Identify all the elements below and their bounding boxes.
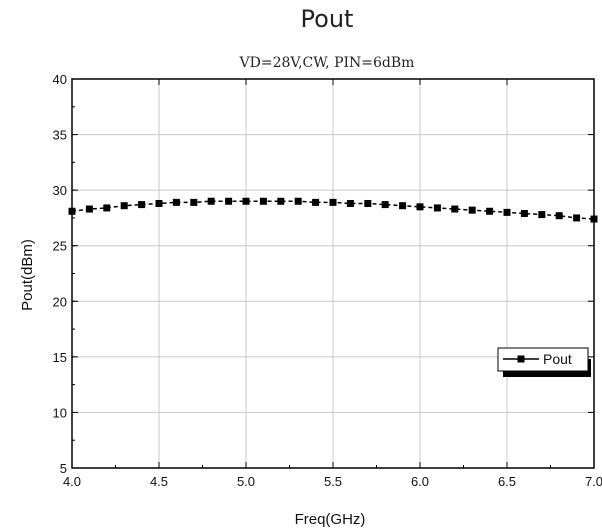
- data-point: [573, 214, 581, 222]
- data-point: [451, 205, 459, 213]
- data-point: [190, 198, 198, 206]
- data-point: [138, 201, 146, 209]
- x-axis-title: Freq(GHz): [295, 511, 366, 528]
- data-point: [120, 202, 128, 210]
- data-point: [590, 215, 598, 223]
- data-point: [486, 207, 494, 215]
- y-tick-label: 5: [60, 461, 67, 476]
- grid: [72, 79, 594, 468]
- data-point: [503, 208, 511, 216]
- data-point: [103, 204, 111, 212]
- x-tick-label: 7.0: [585, 474, 602, 489]
- data-point: [242, 197, 250, 205]
- legend-marker: [517, 355, 525, 363]
- x-tick-label: 6.0: [411, 474, 429, 489]
- y-tick-label: 15: [53, 350, 67, 365]
- chart-title: Pout: [301, 5, 354, 33]
- data-point: [346, 199, 354, 207]
- data-point: [520, 209, 528, 217]
- data-point: [364, 199, 372, 207]
- data-point: [416, 203, 424, 211]
- x-tick-label: 4.5: [150, 474, 168, 489]
- data-point: [381, 201, 389, 209]
- data-point: [294, 197, 302, 205]
- data-point: [538, 211, 546, 219]
- x-tick-label: 6.5: [498, 474, 516, 489]
- data-point: [259, 197, 267, 205]
- data-point: [433, 204, 441, 212]
- data-point: [207, 197, 215, 205]
- data-point: [399, 202, 407, 210]
- y-tick-label: 35: [53, 128, 67, 143]
- data-point: [555, 212, 563, 220]
- data-point: [312, 198, 320, 206]
- data-point: [155, 199, 163, 207]
- data-point: [68, 207, 76, 215]
- y-tick-label: 25: [53, 239, 67, 254]
- data-point: [468, 206, 476, 214]
- data-point: [85, 205, 93, 213]
- y-tick-label: 20: [53, 294, 67, 309]
- legend: Pout: [497, 347, 591, 377]
- y-axis-title: Pout(dBm): [19, 239, 36, 311]
- y-tick-label: 40: [53, 72, 67, 87]
- series-pout: [68, 197, 598, 223]
- data-point: [172, 198, 180, 206]
- x-tick-label: 5.0: [237, 474, 255, 489]
- data-point: [225, 197, 233, 205]
- data-point: [277, 197, 285, 205]
- y-tick-labels: 5 10 15 20 25 30 35 40: [53, 72, 67, 476]
- x-tick-label: 4.0: [63, 474, 81, 489]
- chart-subtitle: VD=28V,CW, PIN=6dBm: [239, 55, 415, 71]
- legend-box: [497, 347, 589, 372]
- legend-label: Pout: [543, 351, 572, 367]
- x-tick-labels: 4.0 4.5 5.0 5.5 6.0 6.5 7.0: [63, 474, 602, 489]
- y-tick-label: 10: [53, 405, 67, 420]
- x-tick-label: 5.5: [324, 474, 342, 489]
- y-tick-label: 30: [53, 183, 67, 198]
- plot-frame: [71, 78, 595, 469]
- data-point: [329, 198, 337, 206]
